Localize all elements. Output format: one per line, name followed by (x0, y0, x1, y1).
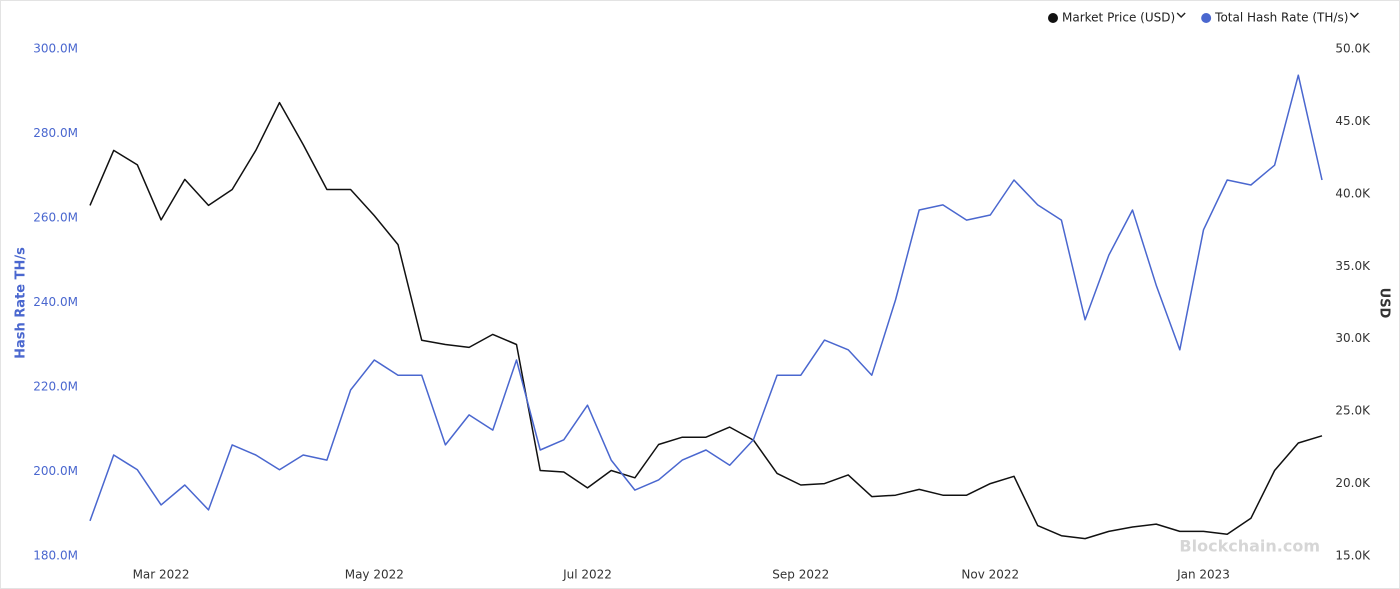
y-tick-label: 260.0M (33, 211, 78, 225)
y2-tick-label: 50.0K (1335, 42, 1371, 56)
x-tick-label: May 2022 (345, 568, 404, 582)
legend-swatch (1048, 13, 1058, 23)
y2-tick-label: 35.0K (1335, 259, 1371, 273)
legend-item[interactable]: Total Hash Rate (TH/s) (1201, 11, 1359, 25)
y-tick-label: 180.0M (33, 549, 78, 563)
x-tick-label: Nov 2022 (961, 568, 1019, 582)
watermark: Blockchain.com (1179, 537, 1320, 556)
y-tick-label: 240.0M (33, 295, 78, 309)
x-tick-label: Mar 2022 (133, 568, 190, 582)
x-tick-label: Jul 2022 (562, 568, 612, 582)
legend-swatch (1201, 13, 1212, 23)
y2-tick-label: 45.0K (1335, 114, 1371, 128)
y2-tick-label: 40.0K (1335, 186, 1371, 200)
x-tick-label: Jan 2023 (1176, 568, 1230, 582)
legend-chevron (1349, 12, 1359, 18)
legend: Market Price (USD) Total Hash Rate (TH/s) (1048, 11, 1359, 25)
y-tick-label: 300.0M (33, 42, 78, 56)
series-line (89, 74, 1323, 522)
legend-chevron (1176, 12, 1186, 18)
y-tick-label: 280.0M (33, 126, 78, 140)
y2-tick-label: 30.0K (1335, 331, 1371, 345)
legend-label: Market Price (USD) (1062, 11, 1175, 25)
x-tick-label: Sep 2022 (772, 568, 829, 582)
y-tick-label: 200.0M (33, 464, 78, 478)
y2-tick-label: 15.0K (1335, 549, 1371, 563)
legend-label: Total Hash Rate (TH/s) (1214, 11, 1348, 25)
y-tick-label: 220.0M (33, 380, 78, 394)
y2-tick-label: 25.0K (1335, 404, 1371, 418)
y2-axis-title: USD (1377, 288, 1392, 319)
y2-tick-label: 20.0K (1335, 476, 1371, 490)
legend-item[interactable]: Market Price (USD) (1048, 11, 1186, 25)
series-line (89, 101, 1323, 540)
y-axis-title: Hash Rate TH/s (14, 247, 29, 359)
